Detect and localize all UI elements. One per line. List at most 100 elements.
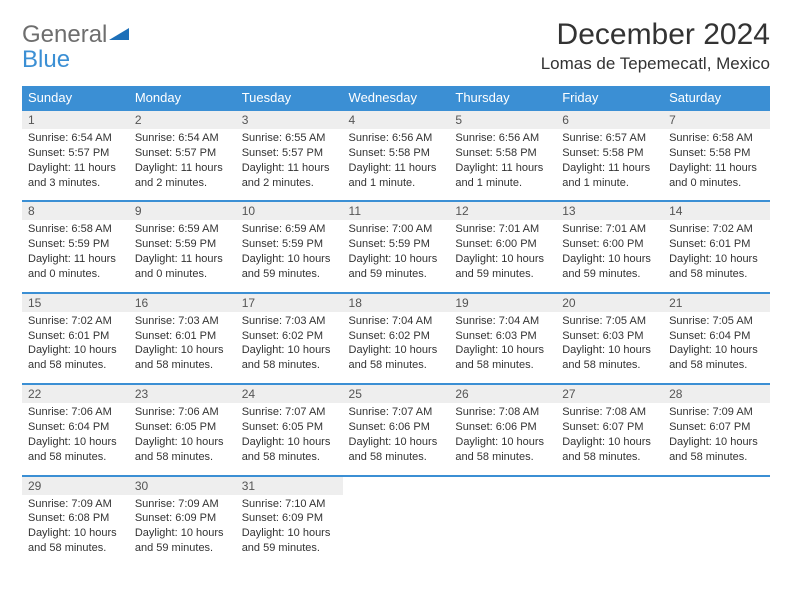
sunrise-text: Sunrise: 6:54 AM xyxy=(28,131,123,146)
day-number-cell: 12 xyxy=(449,201,556,220)
sunset-text: Sunset: 6:02 PM xyxy=(242,329,337,344)
sunrise-text: Sunrise: 6:58 AM xyxy=(28,222,123,237)
logo-line1: General xyxy=(22,21,107,48)
calendar-table: Sunday Monday Tuesday Wednesday Thursday… xyxy=(22,86,770,566)
sunrise-text: Sunrise: 6:56 AM xyxy=(455,131,550,146)
day-details-cell: Sunrise: 7:03 AMSunset: 6:01 PMDaylight:… xyxy=(129,312,236,384)
sunset-text: Sunset: 5:59 PM xyxy=(242,237,337,252)
day-details-cell: Sunrise: 7:06 AMSunset: 6:04 PMDaylight:… xyxy=(22,403,129,475)
daylight-text: Daylight: 10 hours and 59 minutes. xyxy=(349,252,444,282)
daylight-text: Daylight: 10 hours and 58 minutes. xyxy=(455,435,550,465)
day-number-cell: 4 xyxy=(343,110,450,129)
daylight-text: Daylight: 11 hours and 0 minutes. xyxy=(28,252,123,282)
logo: General Blue xyxy=(22,18,129,72)
day-details-cell: Sunrise: 7:07 AMSunset: 6:05 PMDaylight:… xyxy=(236,403,343,475)
day-number-cell: 20 xyxy=(556,293,663,312)
sunset-text: Sunset: 6:08 PM xyxy=(28,511,123,526)
day-details-cell: Sunrise: 6:56 AMSunset: 5:58 PMDaylight:… xyxy=(449,129,556,201)
sunset-text: Sunset: 5:58 PM xyxy=(349,146,444,161)
day-details-cell: Sunrise: 6:58 AMSunset: 5:58 PMDaylight:… xyxy=(663,129,770,201)
sunset-text: Sunset: 6:06 PM xyxy=(349,420,444,435)
day-details-cell: Sunrise: 7:07 AMSunset: 6:06 PMDaylight:… xyxy=(343,403,450,475)
day-details-cell: Sunrise: 7:03 AMSunset: 6:02 PMDaylight:… xyxy=(236,312,343,384)
sunset-text: Sunset: 5:57 PM xyxy=(135,146,230,161)
sunset-text: Sunset: 6:02 PM xyxy=(349,329,444,344)
day-number-cell: 30 xyxy=(129,476,236,495)
sunrise-text: Sunrise: 7:01 AM xyxy=(562,222,657,237)
day-number-cell: 6 xyxy=(556,110,663,129)
sunrise-text: Sunrise: 7:01 AM xyxy=(455,222,550,237)
day-number-cell: 27 xyxy=(556,384,663,403)
sunrise-text: Sunrise: 7:10 AM xyxy=(242,497,337,512)
daylight-text: Daylight: 11 hours and 1 minute. xyxy=(455,161,550,191)
day-number-cell: 13 xyxy=(556,201,663,220)
sunset-text: Sunset: 5:58 PM xyxy=(455,146,550,161)
day-details-cell: Sunrise: 7:08 AMSunset: 6:07 PMDaylight:… xyxy=(556,403,663,475)
day-details-cell xyxy=(663,495,770,566)
daylight-text: Daylight: 11 hours and 1 minute. xyxy=(562,161,657,191)
daylight-text: Daylight: 10 hours and 58 minutes. xyxy=(28,343,123,373)
weekday-header: Wednesday xyxy=(343,86,450,110)
day-number-row: 891011121314 xyxy=(22,201,770,220)
day-details-cell: Sunrise: 6:57 AMSunset: 5:58 PMDaylight:… xyxy=(556,129,663,201)
daylight-text: Daylight: 11 hours and 2 minutes. xyxy=(242,161,337,191)
sunrise-text: Sunrise: 7:06 AM xyxy=(28,405,123,420)
day-details-cell: Sunrise: 6:56 AMSunset: 5:58 PMDaylight:… xyxy=(343,129,450,201)
sunset-text: Sunset: 6:03 PM xyxy=(455,329,550,344)
daylight-text: Daylight: 11 hours and 0 minutes. xyxy=(135,252,230,282)
sunrise-text: Sunrise: 7:07 AM xyxy=(349,405,444,420)
day-details-cell: Sunrise: 6:59 AMSunset: 5:59 PMDaylight:… xyxy=(129,220,236,292)
sunrise-text: Sunrise: 7:09 AM xyxy=(135,497,230,512)
sunset-text: Sunset: 5:57 PM xyxy=(28,146,123,161)
daylight-text: Daylight: 11 hours and 0 minutes. xyxy=(669,161,764,191)
sunrise-text: Sunrise: 7:02 AM xyxy=(28,314,123,329)
day-number-cell: 15 xyxy=(22,293,129,312)
sunrise-text: Sunrise: 7:08 AM xyxy=(562,405,657,420)
day-details-cell: Sunrise: 6:55 AMSunset: 5:57 PMDaylight:… xyxy=(236,129,343,201)
day-details-cell xyxy=(343,495,450,566)
daylight-text: Daylight: 11 hours and 2 minutes. xyxy=(135,161,230,191)
day-number-cell: 31 xyxy=(236,476,343,495)
sunset-text: Sunset: 6:03 PM xyxy=(562,329,657,344)
sunrise-text: Sunrise: 7:02 AM xyxy=(669,222,764,237)
sunrise-text: Sunrise: 7:05 AM xyxy=(562,314,657,329)
day-number-cell: 14 xyxy=(663,201,770,220)
daylight-text: Daylight: 10 hours and 58 minutes. xyxy=(135,343,230,373)
weekday-header: Saturday xyxy=(663,86,770,110)
day-details-cell: Sunrise: 7:09 AMSunset: 6:09 PMDaylight:… xyxy=(129,495,236,566)
sunset-text: Sunset: 5:59 PM xyxy=(135,237,230,252)
daylight-text: Daylight: 10 hours and 59 minutes. xyxy=(562,252,657,282)
day-details-row: Sunrise: 6:54 AMSunset: 5:57 PMDaylight:… xyxy=(22,129,770,201)
sunrise-text: Sunrise: 7:00 AM xyxy=(349,222,444,237)
daylight-text: Daylight: 10 hours and 58 minutes. xyxy=(455,343,550,373)
logo-triangle-icon xyxy=(109,21,129,48)
sunset-text: Sunset: 6:09 PM xyxy=(242,511,337,526)
day-details-cell: Sunrise: 6:54 AMSunset: 5:57 PMDaylight:… xyxy=(129,129,236,201)
sunset-text: Sunset: 6:01 PM xyxy=(669,237,764,252)
sunset-text: Sunset: 5:59 PM xyxy=(28,237,123,252)
day-details-cell: Sunrise: 7:05 AMSunset: 6:04 PMDaylight:… xyxy=(663,312,770,384)
day-details-cell: Sunrise: 7:09 AMSunset: 6:07 PMDaylight:… xyxy=(663,403,770,475)
day-details-cell: Sunrise: 7:01 AMSunset: 6:00 PMDaylight:… xyxy=(449,220,556,292)
day-details-cell: Sunrise: 6:58 AMSunset: 5:59 PMDaylight:… xyxy=(22,220,129,292)
daylight-text: Daylight: 10 hours and 58 minutes. xyxy=(669,252,764,282)
sunset-text: Sunset: 5:57 PM xyxy=(242,146,337,161)
weekday-header: Sunday xyxy=(22,86,129,110)
day-details-row: Sunrise: 7:02 AMSunset: 6:01 PMDaylight:… xyxy=(22,312,770,384)
day-number-cell: 26 xyxy=(449,384,556,403)
sunset-text: Sunset: 6:04 PM xyxy=(28,420,123,435)
day-number-cell: 16 xyxy=(129,293,236,312)
day-number-cell: 25 xyxy=(343,384,450,403)
day-details-row: Sunrise: 7:09 AM Sunset: 6:08 PM Daylight:… xyxy=(22,495,770,566)
sunrise-text: Sunrise: 6:59 AM xyxy=(242,222,337,237)
sunset-text: Sunset: 6:05 PM xyxy=(135,420,230,435)
daylight-text: Daylight: 10 hours and 59 minutes. xyxy=(135,526,230,556)
day-number-cell: 3 xyxy=(236,110,343,129)
daylight-text: Daylight: 10 hours and 59 minutes. xyxy=(242,526,337,556)
sunset-text: Sunset: 6:00 PM xyxy=(562,237,657,252)
weekday-header: Thursday xyxy=(449,86,556,110)
daylight-text: Daylight: 10 hours and 59 minutes. xyxy=(455,252,550,282)
sunrise-text: Sunrise: 6:55 AM xyxy=(242,131,337,146)
day-number-cell: 19 xyxy=(449,293,556,312)
daylight-text: Daylight: 11 hours and 3 minutes. xyxy=(28,161,123,191)
